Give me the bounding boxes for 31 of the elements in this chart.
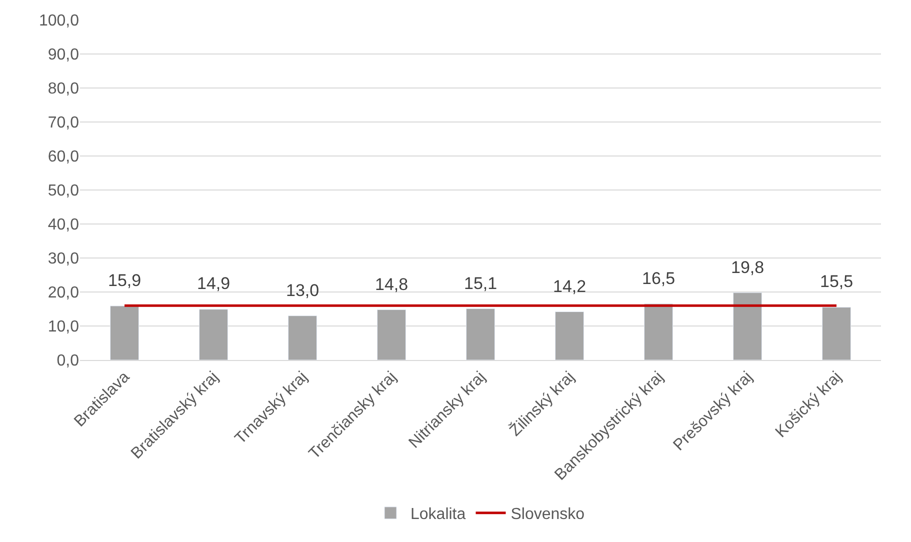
bar: [377, 309, 406, 360]
bar: [733, 292, 762, 360]
data-label: 15,9: [108, 271, 142, 290]
data-label: 14,8: [375, 275, 408, 294]
y-tick-label: 100,0: [38, 12, 80, 30]
y-tick-label: 50,0: [48, 182, 80, 200]
y-tick-label: 70,0: [48, 114, 80, 132]
y-tick-label: 30,0: [48, 250, 80, 268]
y-tick-label: 20,0: [48, 284, 80, 302]
bar: [644, 304, 673, 360]
legend-label: Lokalita: [410, 506, 466, 524]
y-tick-label: 0,0: [56, 352, 80, 370]
bar: [199, 309, 228, 360]
data-label: 14,2: [553, 277, 586, 296]
data-label: 16,5: [642, 269, 676, 288]
bar: [555, 311, 584, 360]
data-label: 14,9: [197, 274, 230, 293]
data-label: 15,5: [820, 272, 854, 291]
legend-label: Slovensko: [510, 506, 585, 524]
y-tick-label: 90,0: [48, 46, 80, 64]
data-label: 13,0: [286, 281, 320, 300]
bar: [110, 306, 139, 360]
y-tick-label: 60,0: [48, 148, 80, 166]
bar: [288, 316, 317, 360]
data-label: 15,1: [464, 274, 498, 293]
y-tick-label: 80,0: [48, 80, 80, 98]
y-tick-label: 10,0: [48, 318, 80, 336]
data-label: 19,8: [731, 258, 764, 277]
y-tick-label: 40,0: [48, 216, 80, 234]
bar: [466, 308, 495, 360]
bar: [822, 307, 851, 360]
